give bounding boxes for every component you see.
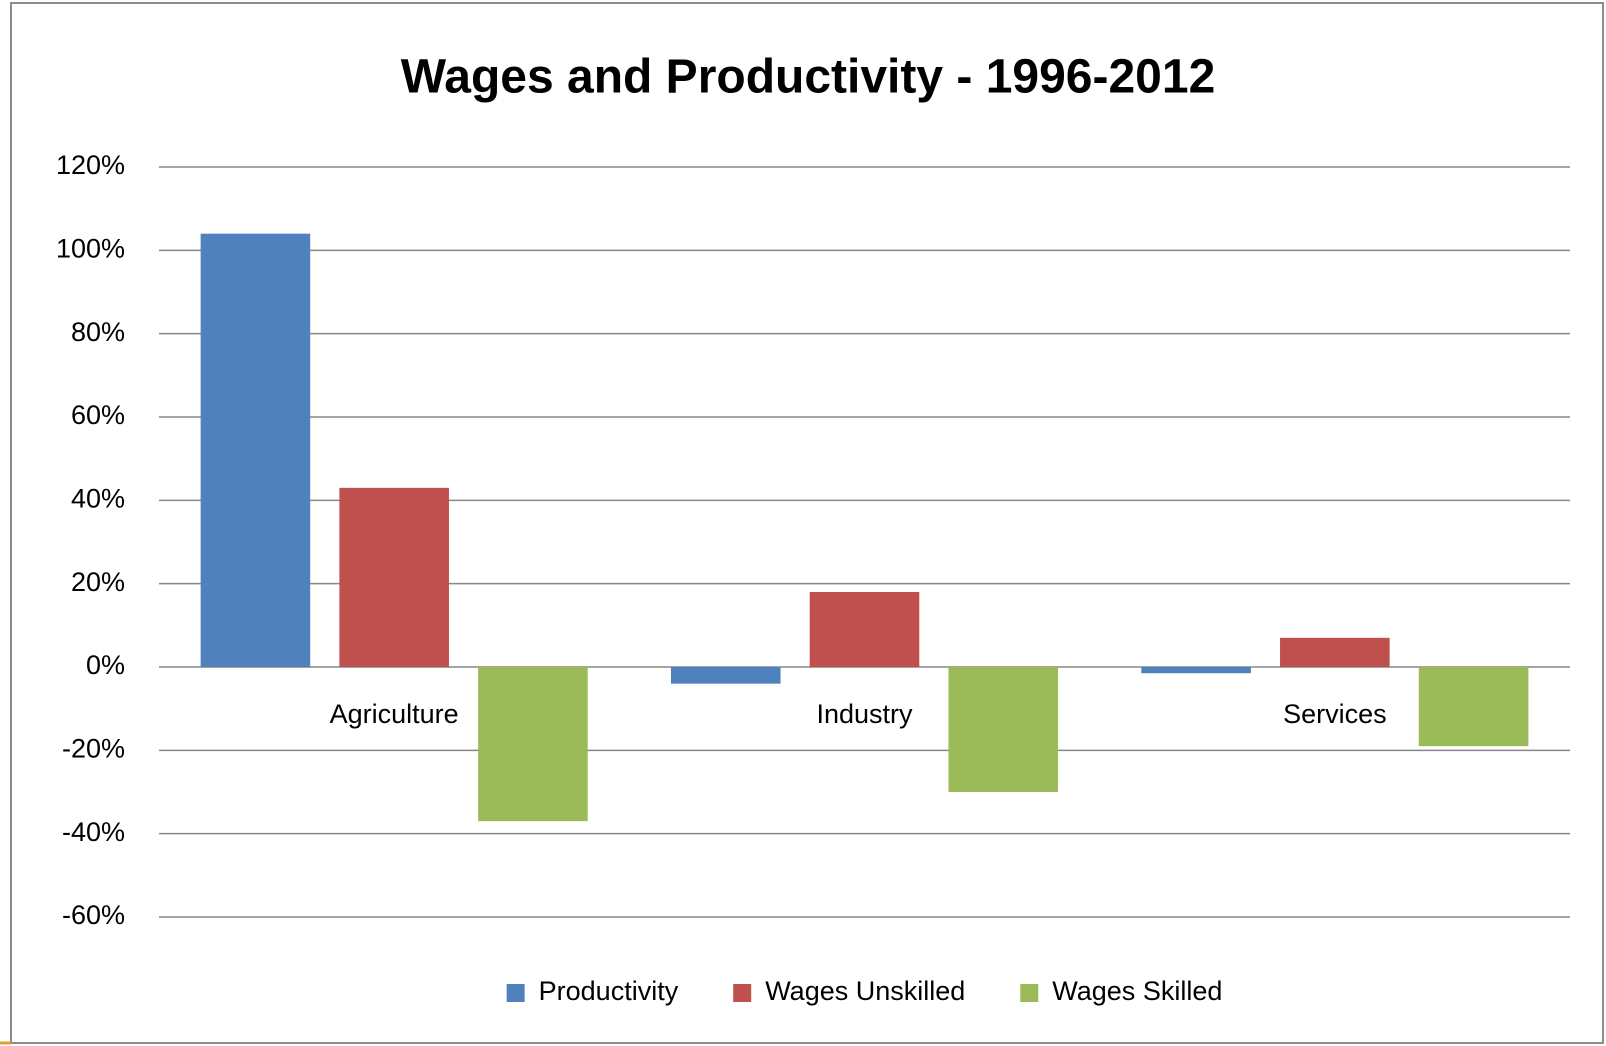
y-tick-label: 80% [71, 317, 125, 347]
legend-label: Productivity [539, 976, 679, 1006]
y-tick-label: -20% [62, 733, 125, 763]
x-tick-label: Industry [816, 699, 913, 729]
legend-label: Wages Skilled [1052, 976, 1222, 1006]
bar [200, 233, 311, 667]
bar [1280, 637, 1390, 667]
bar [670, 667, 781, 684]
y-tick-label: 100% [56, 233, 125, 263]
y-tick-label: -40% [62, 817, 125, 847]
legend-swatch [506, 984, 525, 1002]
bar [478, 667, 588, 822]
chart-title: Wages and Productivity - 1996-2012 [401, 51, 1216, 104]
y-tick-label: -60% [62, 900, 125, 930]
bar [948, 667, 1059, 792]
y-tick-label: 0% [86, 650, 125, 680]
legend-swatch [733, 984, 752, 1002]
legend-swatch [1020, 984, 1039, 1002]
y-tick-label: 120% [56, 150, 125, 180]
y-tick-label: 20% [71, 567, 125, 597]
y-tick-label: 40% [71, 483, 125, 513]
bar [809, 592, 920, 667]
legend-label: Wages Unskilled [765, 976, 965, 1006]
bar [1418, 667, 1529, 747]
bar [339, 487, 449, 667]
y-tick-label: 60% [71, 400, 125, 430]
bar [1141, 667, 1251, 674]
x-tick-label: Agriculture [330, 699, 459, 729]
x-tick-label: Services [1283, 699, 1387, 729]
